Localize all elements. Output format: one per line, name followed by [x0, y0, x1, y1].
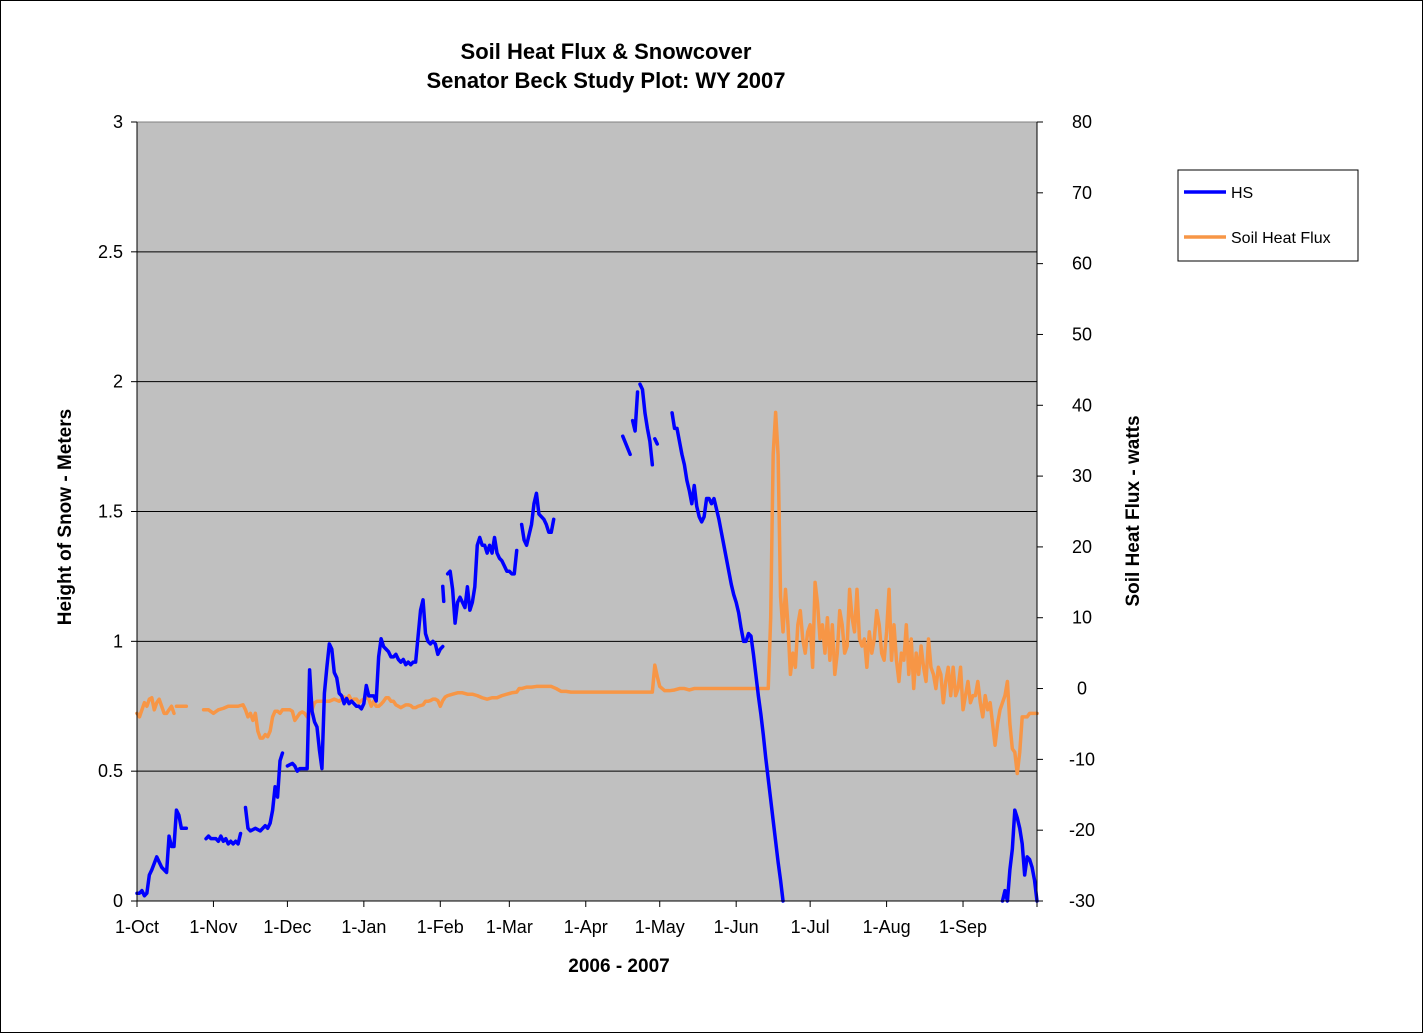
- left-tick-label: 0: [113, 891, 123, 911]
- series-hs-segment: [135, 808, 189, 898]
- series-hs-segment: [670, 411, 785, 903]
- series-hs-segment: [204, 831, 243, 846]
- right-tick-label: -30: [1069, 891, 1095, 911]
- legend-box: [1177, 169, 1359, 262]
- x-tick-label: 1-Sep: [939, 917, 987, 937]
- series-hs-segment: [285, 598, 445, 773]
- right-tick-label: 80: [1072, 112, 1092, 132]
- series-layer: [135, 382, 1039, 903]
- left-tick-label: 2.5: [98, 242, 123, 262]
- x-tick-label: 1-Dec: [263, 917, 311, 937]
- chart-title-line1: Soil Heat Flux & Snowcover: [461, 39, 752, 64]
- series-hs-segment: [653, 437, 660, 446]
- right-ticks: -30 -20 -10 0 10 20 30 40 50 60 70 80: [1037, 112, 1095, 911]
- left-ticks: 0 0.5 1 1.5 2 2.5 3: [98, 112, 137, 911]
- x-tick-label: 1-Oct: [115, 917, 159, 937]
- right-tick-label: 40: [1072, 395, 1092, 415]
- chart-title-line2: Senator Beck Study Plot: WY 2007: [426, 68, 785, 93]
- right-tick-label: 0: [1077, 679, 1087, 699]
- legend: HS Soil Heat Flux: [1177, 169, 1359, 262]
- x-tick-label: 1-Feb: [417, 917, 464, 937]
- right-tick-label: 10: [1072, 608, 1092, 628]
- x-tick-label: 1-Nov: [189, 917, 237, 937]
- x-tick-label: 1-May: [635, 917, 685, 937]
- left-tick-label: 1.5: [98, 502, 123, 522]
- left-tick-label: 1: [113, 631, 123, 651]
- right-axis-title: Soil Heat Flux - watts: [1123, 415, 1144, 606]
- left-axis-title: Height of Snow - Meters: [55, 409, 76, 625]
- series-soil-heat-flux-segment: [135, 696, 176, 719]
- series-hs-segment: [621, 434, 632, 457]
- right-tick-label: 70: [1072, 183, 1092, 203]
- series-hs-segment: [519, 491, 556, 548]
- series-hs-segment: [630, 390, 640, 433]
- right-tick-label: 50: [1072, 324, 1092, 344]
- right-tick-label: 60: [1072, 254, 1092, 274]
- left-tick-label: 2: [113, 372, 123, 392]
- x-tick-label: 1-Apr: [564, 917, 608, 937]
- x-tick-label: 1-Jul: [791, 917, 830, 937]
- right-tick-label: 20: [1072, 537, 1092, 557]
- x-axis-title: 2006 - 2007: [568, 956, 669, 977]
- series-hs-segment: [1000, 808, 1039, 903]
- legend-label-hs: HS: [1231, 185, 1253, 202]
- x-tick-label: 1-Jan: [341, 917, 386, 937]
- series-hs-segment: [638, 382, 655, 467]
- x-tick-label: 1-Jun: [714, 917, 759, 937]
- x-tick-label: 1-Aug: [863, 917, 911, 937]
- series-soil-heat-flux-segment: [201, 410, 1039, 776]
- series-hs-segment: [441, 584, 446, 604]
- x-ticks: 1-Oct 1-Nov 1-Dec 1-Jan 1-Feb 1-Mar 1-Apr 1-May…: [115, 901, 1038, 937]
- series-hs-segment: [243, 751, 285, 833]
- series-hs-segment: [445, 535, 519, 625]
- x-tick-label: 1-Mar: [486, 917, 533, 937]
- left-tick-label: 0.5: [98, 761, 123, 781]
- left-tick-label: 3: [113, 112, 123, 132]
- right-tick-label: -10: [1069, 749, 1095, 769]
- right-tick-label: -20: [1069, 820, 1095, 840]
- right-tick-label: 30: [1072, 466, 1092, 486]
- legend-label-soil-heat-flux: Soil Heat Flux: [1231, 230, 1331, 247]
